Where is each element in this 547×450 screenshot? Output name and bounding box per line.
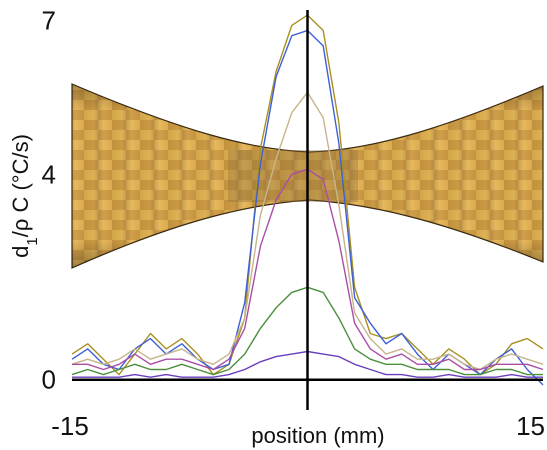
y-tick-label: 7 — [42, 5, 56, 35]
x-axis-title: position (mm) — [251, 423, 384, 448]
x-tick-labels: -15 15 — [51, 411, 545, 441]
x-tick-label: 15 — [516, 411, 545, 441]
y-tick-label: 4 — [42, 159, 56, 189]
y-axis-title-d: d — [8, 246, 33, 258]
y-axis-title-sub: 1 — [24, 237, 41, 245]
y-tick-labels: 0 4 7 — [42, 5, 56, 394]
y-axis-title-rest: /ρ C (°C/s) — [8, 134, 33, 237]
y-tick-label: 0 — [42, 365, 56, 395]
y-axis-title: d1/ρ C (°C/s) — [8, 134, 41, 258]
x-tick-label: -15 — [51, 411, 89, 441]
specimen-center-band — [228, 150, 358, 202]
